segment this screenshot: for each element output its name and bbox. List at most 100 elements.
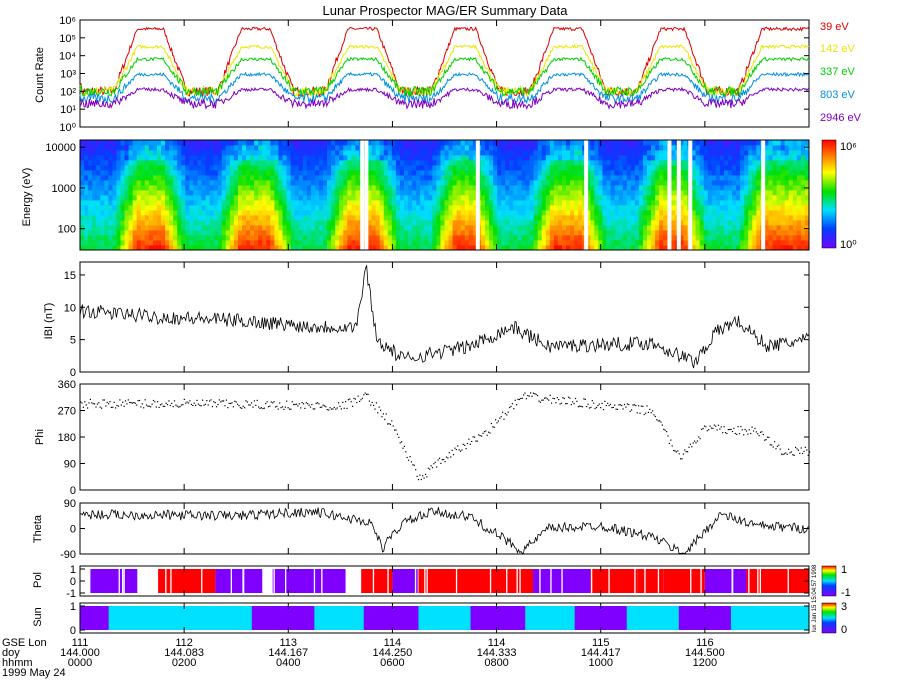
spectrogram-cell: [513, 170, 518, 176]
phi-point: [166, 404, 169, 406]
spectrogram-cell: [509, 210, 514, 216]
spectrogram-cell: [651, 210, 656, 216]
spectrogram-cell: [266, 145, 271, 151]
spectrogram-cell: [549, 240, 555, 246]
spectrogram-cell: [642, 185, 648, 191]
spectrogram-cell: [331, 245, 336, 251]
spectrogram-cell: [566, 235, 571, 241]
spectrogram-cell: [270, 195, 275, 201]
spectrogram-cell: [622, 235, 628, 241]
spectrogram-cell: [302, 180, 308, 186]
phi-point: [772, 446, 774, 448]
spectrogram-cell: [638, 145, 644, 151]
spectrogram-cell: [335, 245, 340, 251]
spectrogram-cell: [732, 170, 737, 176]
spectrogram-cell: [436, 150, 441, 156]
spectrogram-cell: [744, 195, 749, 201]
spectrogram-cell: [752, 205, 757, 211]
spectrogram-cell: [772, 215, 777, 221]
phi-point: [478, 434, 480, 436]
spectrogram-cell: [622, 145, 628, 151]
spectrogram-cell: [723, 180, 729, 186]
phi-point: [113, 401, 115, 403]
spectrogram-cell: [509, 180, 514, 186]
spectrogram-cell: [104, 175, 109, 181]
spectrogram-cell: [229, 195, 235, 201]
polarity-gap-line: [123, 569, 125, 593]
spectrogram-cell: [112, 170, 117, 176]
spectrogram-cell: [152, 220, 158, 226]
phi-point: [272, 402, 274, 404]
spectrogram-cell: [306, 240, 312, 246]
spectrogram-cell: [136, 205, 142, 211]
phi-point: [429, 468, 431, 470]
spectrogram-cell: [181, 150, 186, 156]
spectrogram-cell: [217, 140, 223, 146]
phi-point: [567, 396, 570, 398]
spectrogram-cell: [485, 180, 490, 186]
spectrogram-cell: [254, 220, 259, 226]
spectrogram-cell: [780, 210, 786, 216]
spectrogram-cell: [189, 215, 194, 221]
spectrogram-cell: [711, 185, 717, 191]
spectrogram-cell: [217, 205, 223, 211]
spectrogram-cell: [225, 155, 231, 161]
spectrogram-cell: [626, 160, 632, 166]
spectrogram-cell: [707, 235, 713, 241]
spectrogram-cell: [570, 165, 575, 171]
spectrogram-cell: [436, 175, 441, 181]
spectrogram-cell: [270, 240, 275, 246]
spectrogram-cell: [80, 215, 85, 221]
spectrogram-cell: [736, 195, 741, 201]
spectrogram-cell: [250, 210, 255, 216]
spectrogram-cell: [493, 145, 498, 151]
phi-point: [134, 402, 136, 404]
spectrogram-cell: [375, 205, 381, 211]
spectrogram-cell: [444, 200, 449, 206]
spectrogram-cell: [165, 215, 170, 221]
spectrogram-cell: [399, 175, 405, 181]
spectrogram-cell: [84, 140, 89, 146]
spectrogram-cell: [468, 190, 474, 196]
spectrogram-cell: [553, 215, 559, 221]
phi-tick-label: 90: [64, 459, 76, 471]
spectrogram-cell: [517, 215, 522, 221]
spectrogram-cell: [112, 190, 117, 196]
spectrogram-cell: [723, 230, 729, 236]
spectrogram-cell: [776, 195, 782, 201]
spectrogram-cell: [732, 140, 737, 146]
spectrogram-cell: [318, 150, 324, 156]
spectrogram-cell: [715, 165, 721, 171]
spectrogram-cell: [132, 175, 138, 181]
spectrogram-cell: [181, 220, 186, 226]
spectrogram-cell: [594, 215, 599, 221]
phi-point: [573, 403, 575, 405]
spectrogram-cell: [233, 145, 239, 151]
spectrogram-cell: [242, 225, 247, 231]
spectrogram-cell: [707, 160, 713, 166]
phi-point: [789, 452, 791, 454]
phi-point: [293, 403, 295, 406]
phi-point: [664, 429, 666, 431]
phi-point: [580, 405, 582, 407]
spectrogram-cell: [549, 205, 555, 211]
spectrogram-cell: [140, 190, 146, 196]
spectrogram-cell: [561, 200, 567, 206]
spectrogram-cell: [792, 230, 798, 236]
spectrogram-cell: [501, 180, 506, 186]
spectrogram-cell: [217, 235, 223, 241]
spectrogram-cell: [557, 155, 563, 161]
spectrogram-cell: [323, 190, 328, 196]
spectrogram-cell: [655, 235, 660, 241]
pol-tick-label: 1: [70, 564, 76, 576]
polarity-segment: [418, 569, 445, 593]
spectrogram-cell: [489, 235, 494, 241]
spectrogram-cell: [80, 140, 85, 146]
spectrogram-cell: [541, 235, 547, 241]
spectrogram-cell: [525, 220, 530, 226]
phi-point: [733, 427, 735, 429]
spectrogram-cell: [695, 215, 701, 221]
spectrogram-cell: [156, 245, 162, 251]
spectrogram-cell: [242, 160, 247, 166]
spectrogram-cell: [169, 165, 174, 171]
